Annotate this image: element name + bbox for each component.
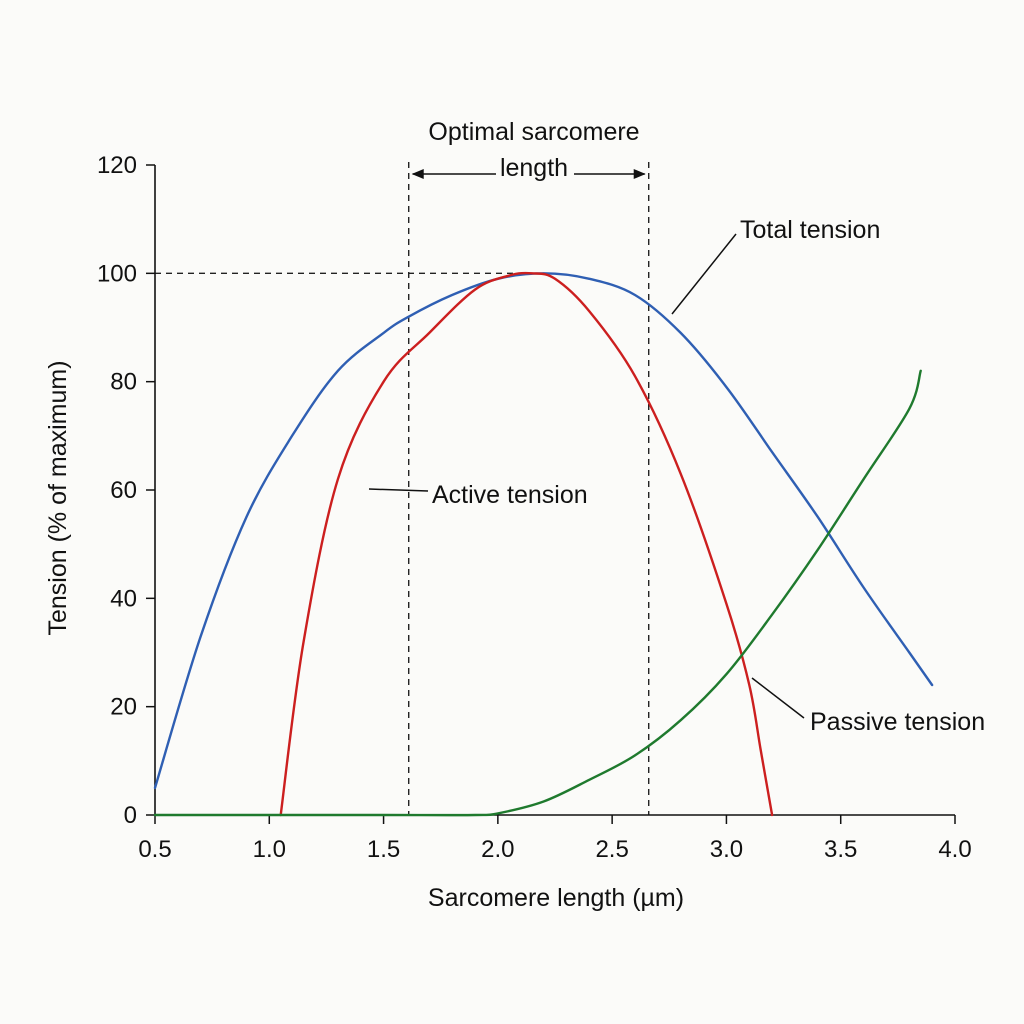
y-tick-label: 20: [110, 694, 137, 721]
y-tick-label: 40: [110, 585, 137, 612]
y-axis-title: Tension (% of maximum): [44, 360, 72, 635]
passive-tension-line: [153, 369, 922, 817]
x-tick-label: 4.0: [938, 836, 971, 863]
reference-lines: [155, 162, 650, 815]
optimal-arrow-right-head: [633, 169, 646, 179]
passive-tension-leader: [751, 677, 805, 719]
y-tick-label: 120: [97, 152, 137, 179]
annotations: Optimal sarcomere length Total tension A…: [368, 118, 985, 736]
y-tick-label: 100: [97, 260, 137, 287]
x-tick-label: 3.0: [710, 836, 743, 863]
x-axis-title: Sarcomere length (µm): [428, 884, 684, 912]
optimal-length-label-line1: Optimal sarcomere: [428, 118, 639, 146]
axes: 0.5 1.0 1.5 2.0 2.5 3.0 3.5 4.0 0 20 40 60 80 100 120: [97, 152, 972, 863]
passive-tension-label: Passive tension: [810, 708, 985, 736]
total-tension-label: Total tension: [740, 216, 880, 244]
series-group: [153, 271, 934, 817]
x-tick-label: 0.5: [138, 836, 171, 863]
x-tick-label: 1.0: [253, 836, 286, 863]
x-tick-label: 3.5: [824, 836, 857, 863]
total-tension-leader: [671, 233, 737, 315]
x-tick-label: 1.5: [367, 836, 400, 863]
active-tension-leader: [368, 488, 429, 492]
x-tick-label: 2.0: [481, 836, 514, 863]
optimal-length-label-line2: length: [500, 154, 568, 182]
y-tick-label: 60: [110, 477, 137, 504]
active-tension-line: [279, 271, 774, 817]
x-tick-label: 2.5: [595, 836, 628, 863]
y-tick-label: 80: [110, 369, 137, 396]
optimal-arrow-left-head: [411, 169, 424, 179]
y-tick-label: 0: [124, 802, 137, 829]
active-tension-label: Active tension: [432, 481, 588, 509]
